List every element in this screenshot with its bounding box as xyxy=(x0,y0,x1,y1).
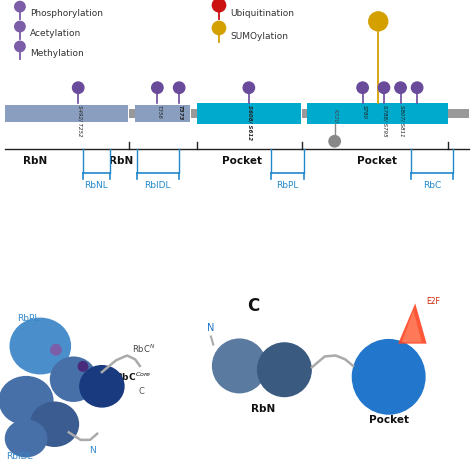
Circle shape xyxy=(212,21,226,35)
Bar xyxy=(5,105,128,122)
Text: RbC$^N$: RbC$^N$ xyxy=(132,343,155,355)
Circle shape xyxy=(51,345,61,355)
Circle shape xyxy=(152,82,163,93)
Text: Pocket: Pocket xyxy=(357,156,397,166)
Text: Pocket: Pocket xyxy=(222,156,262,166)
Circle shape xyxy=(212,0,226,12)
Text: T373: T373 xyxy=(178,105,183,120)
Ellipse shape xyxy=(9,318,71,374)
Ellipse shape xyxy=(79,365,125,408)
Text: RbC: RbC xyxy=(423,181,441,190)
Text: Acetylation: Acetylation xyxy=(30,29,81,38)
Circle shape xyxy=(369,12,388,31)
Text: S807/ S811: S807/ S811 xyxy=(400,105,404,137)
Circle shape xyxy=(378,82,390,93)
Circle shape xyxy=(243,82,255,93)
Text: Ubiquitination: Ubiquitination xyxy=(230,9,294,18)
Ellipse shape xyxy=(50,356,97,402)
Circle shape xyxy=(329,136,340,147)
Circle shape xyxy=(15,41,25,52)
Circle shape xyxy=(173,82,185,93)
Circle shape xyxy=(357,82,368,93)
Ellipse shape xyxy=(257,342,312,397)
Text: N: N xyxy=(207,323,215,333)
Text: RbPL: RbPL xyxy=(276,181,299,190)
Polygon shape xyxy=(402,310,422,342)
Bar xyxy=(448,109,469,118)
Text: RbIDL: RbIDL xyxy=(6,452,32,461)
Text: RbN: RbN xyxy=(23,156,48,166)
Bar xyxy=(197,103,301,124)
Text: Phosphorylation: Phosphorylation xyxy=(30,9,103,18)
Text: RbN: RbN xyxy=(251,404,275,414)
Bar xyxy=(191,109,197,118)
Ellipse shape xyxy=(0,376,54,425)
Bar xyxy=(135,105,190,122)
Text: RbC$^{Core}$: RbC$^{Core}$ xyxy=(115,370,151,383)
Bar xyxy=(307,103,448,124)
Text: RbNL: RbNL xyxy=(84,181,109,190)
Ellipse shape xyxy=(30,401,79,447)
Bar xyxy=(129,109,135,118)
Ellipse shape xyxy=(212,338,267,393)
Text: E2F: E2F xyxy=(427,297,440,306)
Text: SUMOylation: SUMOylation xyxy=(230,32,288,41)
Text: T356: T356 xyxy=(156,105,161,119)
Text: C: C xyxy=(138,387,144,396)
Circle shape xyxy=(78,362,88,371)
Text: Pocket: Pocket xyxy=(369,415,409,425)
Text: RbPL: RbPL xyxy=(17,314,40,323)
Circle shape xyxy=(411,82,423,93)
Ellipse shape xyxy=(352,339,426,415)
Text: RbIDL: RbIDL xyxy=(145,181,171,190)
Text: S780: S780 xyxy=(362,105,366,119)
Text: C: C xyxy=(247,297,260,315)
Bar xyxy=(302,109,307,118)
Text: Methylation: Methylation xyxy=(30,49,83,58)
Circle shape xyxy=(15,1,25,12)
Ellipse shape xyxy=(5,419,47,457)
Text: S608/ S612: S608/ S612 xyxy=(248,105,253,140)
Text: S492/ T252: S492/ T252 xyxy=(77,105,82,137)
Circle shape xyxy=(73,82,84,93)
Text: S788/ S795: S788/ S795 xyxy=(383,105,388,137)
Circle shape xyxy=(395,82,406,93)
Circle shape xyxy=(15,21,25,32)
Polygon shape xyxy=(398,303,427,344)
Text: N: N xyxy=(89,446,96,455)
Text: K720: K720 xyxy=(333,109,338,123)
Text: RbN: RbN xyxy=(109,156,133,166)
